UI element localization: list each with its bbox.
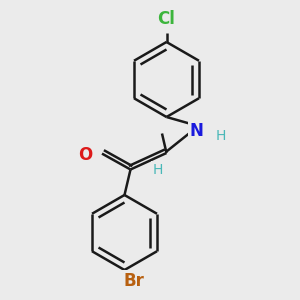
Text: Br: Br xyxy=(123,272,144,290)
Text: H: H xyxy=(152,163,163,176)
Text: N: N xyxy=(190,122,203,140)
Text: H: H xyxy=(215,130,226,143)
Text: Cl: Cl xyxy=(158,11,175,28)
Text: O: O xyxy=(78,146,93,164)
